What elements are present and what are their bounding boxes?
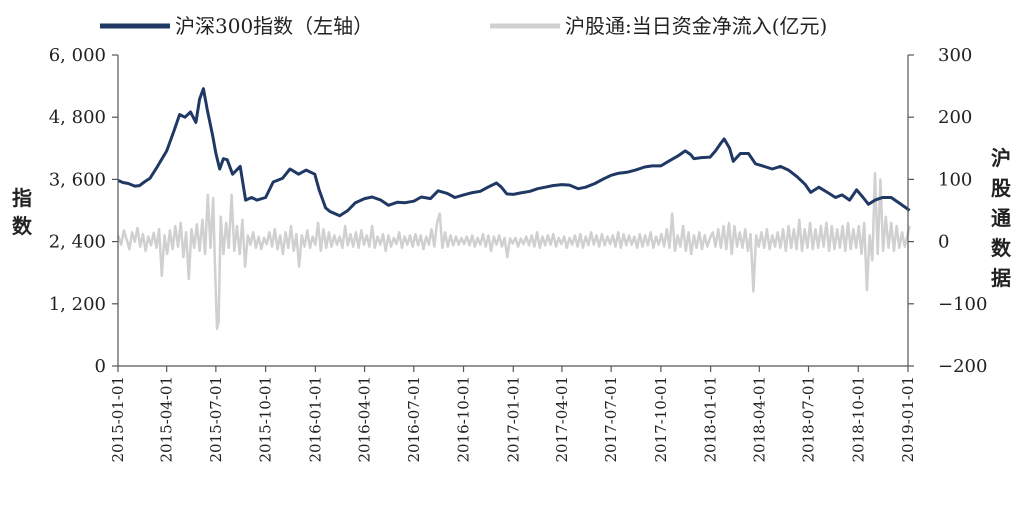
- ticks-layer: 6, 000 4, 800 3, 600 2, 400 1, 200 0 300 200 100…: [49, 45, 988, 462]
- left-tick-label: 0: [95, 356, 106, 377]
- x-tick-label: 2016-10-01: [455, 376, 473, 462]
- x-tick-label: 2015-07-01: [207, 376, 225, 462]
- left-tick-label: 6, 000: [49, 45, 106, 66]
- right-axis-title-char: 股: [991, 176, 1011, 200]
- x-tick-label: 2016-04-01: [356, 376, 374, 462]
- x-tick-label: 2018-04-01: [750, 376, 768, 462]
- legend-label-index: 沪深300指数（左轴）: [175, 14, 373, 38]
- axes: [117, 55, 909, 367]
- right-tick-label: 300: [938, 45, 972, 66]
- left-axis-title-char: 数: [12, 214, 33, 238]
- right-axis-title-char: 沪: [991, 146, 1011, 170]
- x-tick-label: 2018-10-01: [849, 376, 867, 462]
- right-axis-title-char: 据: [991, 266, 1011, 290]
- legend-label-flow: 沪股通:当日资金净流入(亿元): [565, 14, 827, 38]
- series-line-flow: [116, 171, 911, 330]
- series-line-index: [117, 87, 911, 218]
- left-axis-title-char: 指: [12, 186, 32, 210]
- x-tick-label: 2017-10-01: [652, 376, 670, 462]
- left-tick-label: 2, 400: [49, 232, 106, 253]
- x-tick-label: 2018-07-01: [800, 376, 818, 462]
- right-axis-title-char: 通: [991, 206, 1011, 230]
- x-tick-label: 2015-10-01: [257, 376, 275, 462]
- right-tick-label: −200: [938, 356, 987, 377]
- series-layer: [116, 87, 911, 330]
- left-axis-title: 指数: [12, 186, 33, 238]
- x-tick-label: 2018-01-01: [702, 376, 720, 462]
- x-tick-label: 2017-01-01: [504, 376, 522, 462]
- right-tick-label: 0: [938, 232, 949, 253]
- left-tick-label: 3, 600: [49, 169, 106, 190]
- left-tick-label: 1, 200: [49, 294, 106, 315]
- right-tick-label: 100: [938, 169, 972, 190]
- x-tick-label: 2017-07-01: [602, 376, 620, 462]
- x-tick-label: 2017-04-01: [553, 376, 571, 462]
- right-axis-title-char: 数: [991, 236, 1012, 260]
- legend: 沪深300指数（左轴） 沪股通:当日资金净流入(亿元): [100, 14, 827, 38]
- x-tick-label: 2016-07-01: [405, 376, 423, 462]
- left-tick-label: 4, 800: [49, 107, 106, 128]
- right-tick-label: −100: [938, 294, 987, 315]
- right-tick-label: 200: [938, 107, 972, 128]
- x-tick-label: 2015-04-01: [158, 376, 176, 462]
- x-tick-label: 2015-01-01: [109, 376, 127, 462]
- x-tick-label: 2016-01-01: [306, 376, 324, 462]
- x-tick-label: 2019-01-01: [899, 376, 917, 462]
